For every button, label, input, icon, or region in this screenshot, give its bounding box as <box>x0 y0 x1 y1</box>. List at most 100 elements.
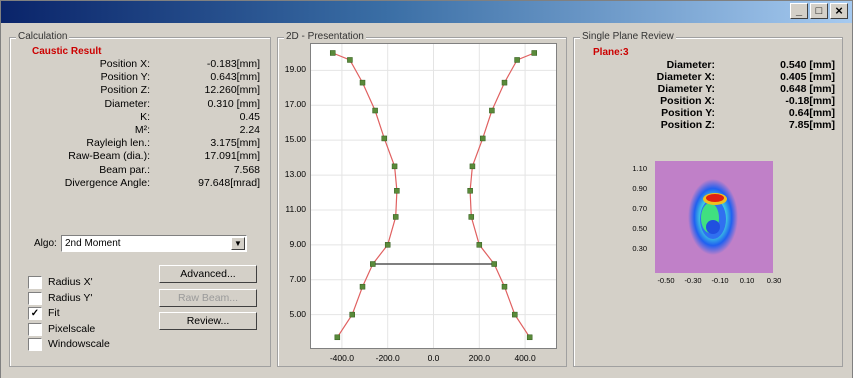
calc-row-value: 7.568 <box>233 163 260 176</box>
x-tick-label: -400.0 <box>329 353 354 363</box>
calc-row-label: K: <box>140 110 150 123</box>
presentation-group: 2D - Presentation <box>277 31 567 367</box>
caustic-plot <box>310 43 557 349</box>
data-point <box>391 163 398 170</box>
calc-row-value: -0.183[mm] <box>206 58 260 70</box>
presentation-group-title: 2D - Presentation <box>284 31 366 42</box>
plane-row-label: Position Z: <box>660 119 715 131</box>
data-point <box>501 79 508 86</box>
data-point <box>392 214 399 220</box>
checkbox-radiusx[interactable] <box>28 276 42 289</box>
data-point <box>372 107 378 114</box>
data-point <box>468 214 475 220</box>
data-point <box>489 107 495 114</box>
checkbox-windowscale[interactable] <box>28 338 42 351</box>
calc-row-value: 0.45 <box>239 110 260 123</box>
checkbox-radiusy[interactable] <box>28 291 42 305</box>
data-point <box>512 311 518 318</box>
data-point <box>381 135 388 142</box>
x-tick-label: -200.0 <box>375 353 400 363</box>
data-point <box>526 334 533 341</box>
checkbox-pixelscale[interactable] <box>28 322 42 336</box>
heatmap-x-tick: -0.30 <box>684 276 702 285</box>
plane-row-label: Diameter Y: <box>657 83 715 95</box>
checkbox-fit[interactable]: ✓ <box>28 307 42 320</box>
status-strip <box>1 373 852 378</box>
plane-row-label: Position Y: <box>661 107 715 119</box>
plane-title: Plane:3 <box>593 47 629 58</box>
plane-row-label: Diameter: <box>666 59 715 71</box>
heatmap-y-tick: 1.10 <box>632 164 647 173</box>
beam-profile-image <box>688 179 738 255</box>
algo-select-value: 2nd Moment <box>65 238 121 249</box>
minimize-button[interactable]: _ <box>790 3 808 19</box>
title-bar: _ □ × <box>1 1 852 23</box>
single-plane-group: Single Plane Review <box>573 31 843 367</box>
caustic-result-title: Caustic Result <box>32 46 102 57</box>
y-tick-label: 19.00 <box>284 64 306 75</box>
heatmap-y-tick: 0.30 <box>632 244 647 253</box>
calc-row-label: Rayleigh len.: <box>86 137 150 150</box>
data-point <box>347 57 353 63</box>
plane-row-value: 0.405 [mm] <box>780 71 835 83</box>
close-button[interactable]: × <box>830 3 848 19</box>
plane-row-value: 0.648 [mm] <box>780 83 835 95</box>
data-point <box>514 57 520 63</box>
heatmap-x-tick: 0.30 <box>766 276 782 285</box>
beam-profile-heatmap <box>655 161 773 273</box>
data-point <box>491 261 497 267</box>
calc-row-label: Beam par.: <box>99 163 150 176</box>
data-point <box>501 283 508 290</box>
raw-beam-button[interactable]: Raw Beam... <box>159 289 257 307</box>
maximize-button[interactable]: □ <box>810 3 828 19</box>
data-point <box>467 188 473 194</box>
calculation-group-title: Calculation <box>16 31 70 42</box>
plane-row-value: 0.540 [mm] <box>780 59 835 71</box>
calc-row-value: 12.260[mm] <box>204 84 260 97</box>
data-point <box>349 311 355 318</box>
data-point <box>531 50 538 56</box>
data-point <box>469 163 476 170</box>
x-tick-label: 200.0 <box>468 353 490 363</box>
calc-row-label: Raw-Beam (dia.): <box>68 150 150 163</box>
heatmap-x-tick: -0.50 <box>657 276 675 285</box>
y-tick-label: 7.00 <box>289 273 306 284</box>
calc-row-label: Position X: <box>99 58 150 70</box>
calc-row-label: Position Y: <box>100 71 150 84</box>
y-tick-label: 17.00 <box>284 99 306 110</box>
calc-row-value: 17.091[mm] <box>204 150 260 163</box>
data-point <box>370 261 376 267</box>
algo-label: Algo: <box>34 238 57 249</box>
chevron-down-icon[interactable]: ▼ <box>231 237 245 250</box>
caustic-chart <box>311 44 556 348</box>
checkbox-label: Fit <box>48 307 60 319</box>
y-tick-label: 13.00 <box>284 169 306 180</box>
checkbox-label: Radius Y' <box>48 291 93 304</box>
plane-row-value: 0.64[mm] <box>788 107 835 119</box>
calc-row-label: Position Z: <box>100 84 150 97</box>
heatmap-y-tick: 0.70 <box>632 204 647 213</box>
heatmap-x-tick: 0.10 <box>739 276 755 285</box>
review-button[interactable]: Review... <box>159 312 257 330</box>
plane-row-label: Diameter X: <box>656 71 715 83</box>
data-point <box>359 283 366 290</box>
calc-row-label: Divergence Angle: <box>64 176 150 189</box>
calc-row-label: M²: <box>134 124 150 136</box>
checkbox-label: Pixelscale <box>48 322 96 335</box>
x-tick-label: 0.0 <box>427 353 440 363</box>
data-point <box>329 50 336 56</box>
data-point <box>334 334 341 341</box>
algo-select[interactable]: 2nd Moment ▼ <box>61 235 247 252</box>
data-point <box>479 135 486 142</box>
calc-row-value: 0.310 [mm] <box>207 97 260 110</box>
checkbox-label: Radius X' <box>48 276 93 288</box>
advanced-button[interactable]: Advanced... <box>159 265 257 283</box>
y-tick-label: 11.00 <box>285 203 306 214</box>
data-point <box>359 79 366 86</box>
calc-row-label: Diameter: <box>104 97 150 110</box>
data-point <box>384 242 391 248</box>
data-point <box>394 188 400 194</box>
calc-row-value: 0.643[mm] <box>210 71 260 84</box>
y-tick-label: 9.00 <box>289 238 306 249</box>
